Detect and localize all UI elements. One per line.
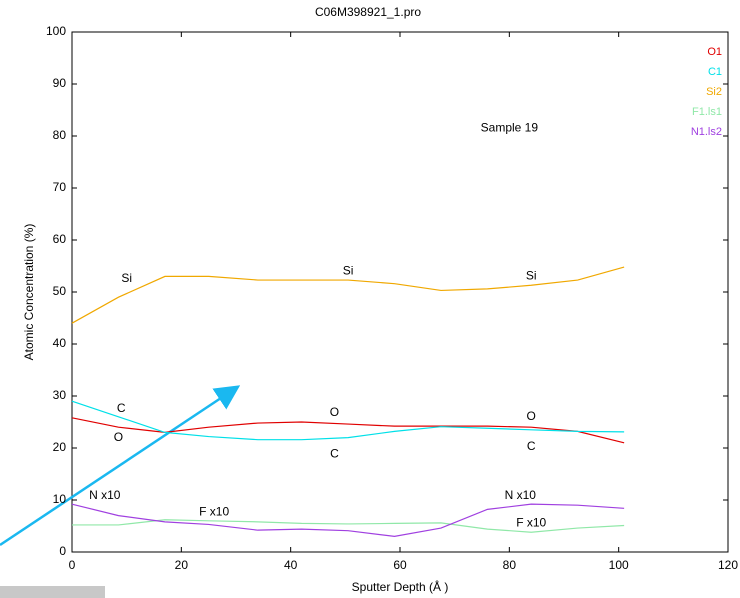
series-line bbox=[71, 503, 625, 538]
x-tick-label: 40 bbox=[284, 558, 298, 572]
x-tick-label: 120 bbox=[718, 558, 738, 572]
annotation: F x10 bbox=[199, 505, 229, 519]
annotation: C bbox=[527, 439, 536, 453]
legend-entry: O1 bbox=[707, 46, 722, 58]
x-tick-label: 80 bbox=[503, 558, 517, 572]
y-tick-label: 20 bbox=[53, 440, 67, 454]
y-tick-label: 50 bbox=[53, 284, 67, 298]
annotation: C bbox=[330, 446, 339, 460]
x-axis-label: Sputter Depth (Å ) bbox=[352, 579, 449, 594]
x-tick-label: 20 bbox=[175, 558, 189, 572]
y-axis-label: Atomic Concentration (%) bbox=[22, 224, 36, 361]
annotation: O bbox=[527, 409, 536, 423]
legend-entry: N1.ls2 bbox=[691, 126, 722, 138]
annotation: N x10 bbox=[505, 488, 537, 502]
legend-entry: F1.ls1 bbox=[692, 106, 722, 118]
series-line bbox=[71, 400, 625, 441]
annotation: F x10 bbox=[516, 516, 546, 530]
annotation: Sample 19 bbox=[481, 120, 539, 134]
thumbnail bbox=[0, 586, 105, 598]
x-tick-label: 100 bbox=[609, 558, 629, 572]
annotation: C bbox=[117, 401, 126, 415]
plot-frame bbox=[71, 31, 729, 553]
arrow bbox=[0, 385, 241, 547]
y-tick-label: 40 bbox=[53, 336, 67, 350]
series-line bbox=[72, 519, 625, 533]
chart-title: C06M398921_1.pro bbox=[315, 5, 421, 19]
y-tick-label: 100 bbox=[46, 24, 66, 38]
legend-entry: C1 bbox=[708, 66, 722, 78]
y-tick-label: 80 bbox=[53, 128, 67, 142]
annotation: O bbox=[330, 405, 339, 419]
y-tick-label: 90 bbox=[53, 76, 67, 90]
y-tick-label: 60 bbox=[53, 232, 67, 246]
series-line bbox=[71, 266, 625, 324]
annotation: Si bbox=[121, 271, 132, 285]
y-tick-label: 10 bbox=[53, 492, 67, 506]
y-tick-label: 0 bbox=[59, 544, 66, 558]
y-tick-label: 70 bbox=[53, 180, 67, 194]
annotation: O bbox=[114, 430, 123, 444]
y-tick-label: 30 bbox=[53, 388, 67, 402]
annotation: Si bbox=[343, 263, 354, 277]
legend-entry: Si2 bbox=[706, 86, 722, 98]
x-tick-label: 0 bbox=[69, 558, 76, 572]
plot: 0 20 40 60 80 100 120 0 10 20 30 40 50 60 70 80 90 100 O1 C… bbox=[46, 24, 738, 572]
x-tick-label: 60 bbox=[393, 558, 407, 572]
annotation: N x10 bbox=[89, 488, 121, 502]
annotation: Si bbox=[526, 269, 537, 283]
